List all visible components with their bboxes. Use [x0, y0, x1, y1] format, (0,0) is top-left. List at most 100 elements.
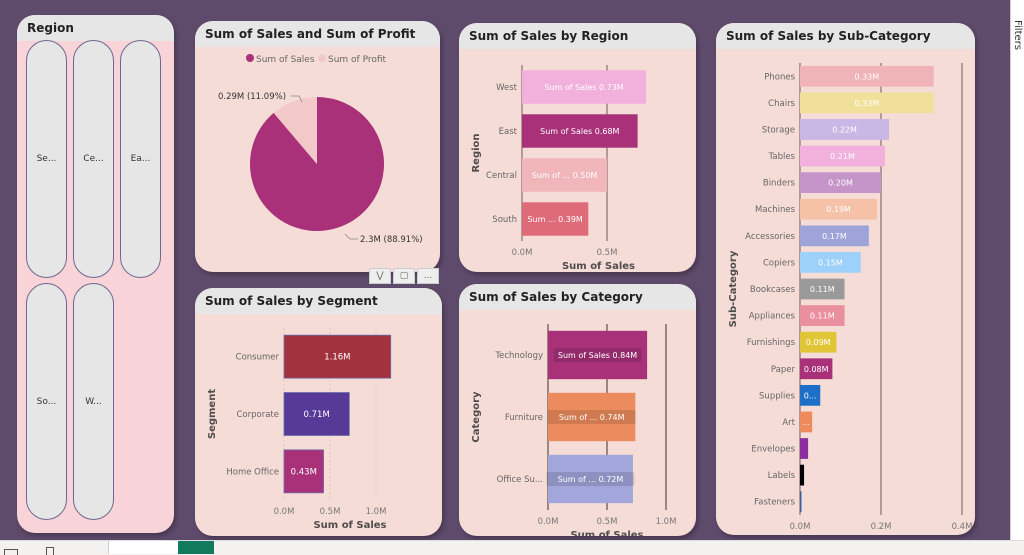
- filter-icon[interactable]: ⋁: [369, 268, 391, 284]
- bar: [800, 145, 886, 167]
- filters-pane[interactable]: Filters: [1010, 0, 1024, 540]
- legend-label: Sum of Profit: [328, 55, 387, 65]
- data-label-bg: [546, 472, 635, 486]
- y-category-label: Supplies: [759, 391, 796, 401]
- slicer-item-south[interactable]: So...: [26, 283, 67, 520]
- bar: [522, 202, 589, 236]
- region-slicer: Region Se... Ce... Ea... So... W...: [17, 15, 174, 533]
- data-label: Sum of ... 0.74M: [559, 413, 625, 422]
- page-tab-active[interactable]: [178, 541, 214, 554]
- slicer-item-label: Ce...: [83, 154, 104, 164]
- slicer-item-label: Ea...: [130, 154, 151, 164]
- report-canvas: Region Se... Ce... Ea... So... W... Sum …: [0, 0, 1010, 540]
- chart-title: Sum of Sales by Region: [459, 23, 696, 49]
- data-label: Sum of Sales 0.73M: [544, 83, 623, 92]
- page-view-icon[interactable]: [4, 549, 18, 555]
- data-label: 0.11M: [810, 312, 835, 321]
- y-category-label: South: [492, 215, 517, 225]
- y-category-label: Consumer: [236, 353, 280, 363]
- pie-slice: [273, 97, 317, 164]
- x-tick-label: 0.5M: [597, 517, 618, 527]
- bar: [548, 330, 648, 380]
- y-axis-title: Region: [471, 133, 482, 172]
- data-label: 0.71M: [304, 410, 330, 420]
- data-label: 2.3M (88.91%): [360, 235, 423, 245]
- y-axis-title: Segment: [207, 389, 218, 439]
- slicer-item-label: W...: [85, 396, 102, 407]
- more-options-button[interactable]: ...: [417, 268, 439, 284]
- bar: [283, 392, 350, 436]
- slicer-title: Region: [17, 15, 174, 41]
- y-axis-title: Sub-Category: [728, 250, 739, 327]
- pie-chart-card[interactable]: Sum of Sales and Sum of Profit Sum of Sa…: [195, 21, 440, 272]
- x-tick-label: 0.4M: [952, 522, 973, 532]
- sales-by-segment-card[interactable]: Sum of Sales by Segment 0.0M 0.5M 1.0M Cons…: [195, 288, 442, 536]
- bar: [800, 119, 890, 140]
- page-tab[interactable]: [108, 541, 178, 554]
- sales-by-category-chart: 0.0M 0.5M 1.0M Technology Sum of Sales 0.84M…: [471, 324, 677, 536]
- data-label: 0.20M: [828, 179, 853, 188]
- y-category-label: Bookcases: [750, 285, 796, 295]
- y-category-label: Envelopes: [751, 445, 795, 455]
- sales-by-region-card[interactable]: Sum of Sales by Region 0.0M 0.5M West Sum o…: [459, 23, 696, 272]
- y-category-label: Labels: [768, 471, 796, 481]
- data-label: Sum ... 0.39M: [527, 215, 582, 224]
- sales-by-category-card[interactable]: Sum of Sales by Category 0.0M 0.5M 1.0M Tec…: [459, 284, 696, 536]
- slicer-item-east[interactable]: Ea...: [120, 40, 161, 278]
- chart-title: Sum of Sales and Sum of Profit: [195, 21, 440, 47]
- y-category-label: Furniture: [505, 413, 543, 423]
- data-label: 0...: [804, 391, 817, 400]
- x-tick-label: 1.0M: [656, 517, 677, 527]
- slicer-item-south-east[interactable]: Se...: [26, 40, 67, 278]
- y-category-label: Art: [782, 418, 795, 428]
- bar: [522, 114, 638, 148]
- slicer-item-label: Se...: [36, 154, 57, 164]
- y-category-label: Tables: [768, 152, 796, 162]
- legend-label: Sum of Sales: [256, 55, 315, 65]
- y-category-label: Furnishings: [747, 338, 796, 348]
- bar: [800, 438, 809, 459]
- slicer-item-central[interactable]: Ce...: [73, 40, 114, 278]
- bar: [800, 92, 934, 114]
- x-tick-label: 1.0M: [366, 507, 387, 517]
- filters-pane-label: Filters: [1012, 20, 1023, 50]
- y-category-label: Home Office: [226, 467, 279, 477]
- y-category-label: West: [496, 83, 518, 93]
- bar: [522, 158, 607, 192]
- data-label: 0.19M: [826, 205, 851, 214]
- focus-mode-icon[interactable]: ▢: [393, 268, 415, 284]
- y-category-label: Accessories: [745, 232, 795, 242]
- chart-title: Sum of Sales by Sub-Category: [716, 23, 975, 49]
- data-label: 0.22M: [832, 125, 857, 134]
- x-axis-title: Sum of Sales: [570, 530, 643, 536]
- y-category-label: Central: [486, 171, 517, 181]
- y-axis-title: Category: [471, 391, 482, 443]
- y-category-label: Office Su...: [497, 475, 543, 485]
- data-label: 0.43M: [291, 467, 317, 477]
- data-label: 0.17M: [822, 232, 847, 241]
- page-navigator-icon[interactable]: [46, 547, 54, 555]
- y-category-label: Binders: [763, 179, 796, 189]
- leader-line: [344, 233, 358, 240]
- bar: [800, 198, 877, 220]
- y-category-label: Copiers: [763, 258, 796, 268]
- data-label: 1.16M: [324, 353, 350, 363]
- leader-line: [291, 95, 303, 103]
- data-label: Sum of ... 0.50M: [532, 171, 598, 180]
- slicer-item-west[interactable]: W...: [73, 283, 114, 520]
- x-tick-label: 0.0M: [512, 248, 533, 258]
- data-label: 0.08M: [804, 365, 829, 374]
- data-label: 0.21M: [830, 152, 855, 161]
- bar: [800, 464, 805, 486]
- data-label: Sum of Sales 0.84M: [558, 351, 637, 360]
- sales-by-subcategory-card[interactable]: Sum of Sales by Sub-Category 0.0M 0.2M 0.4…: [716, 23, 975, 535]
- data-label: 0.11M: [810, 285, 835, 294]
- data-label: 0.09M: [806, 338, 831, 347]
- visual-header-toolbar: ⋁ ▢ ...: [369, 268, 439, 284]
- x-axis-title: Sum of Sales: [562, 261, 635, 272]
- bar: [283, 334, 392, 379]
- sales-by-subcategory-chart: 0.0M 0.2M 0.4M Phones 0.33M Chairs 0.33M Storag…: [728, 63, 973, 532]
- bar: [800, 411, 813, 433]
- bar: [800, 331, 837, 353]
- x-axis-title: Sum of Sales: [313, 520, 386, 531]
